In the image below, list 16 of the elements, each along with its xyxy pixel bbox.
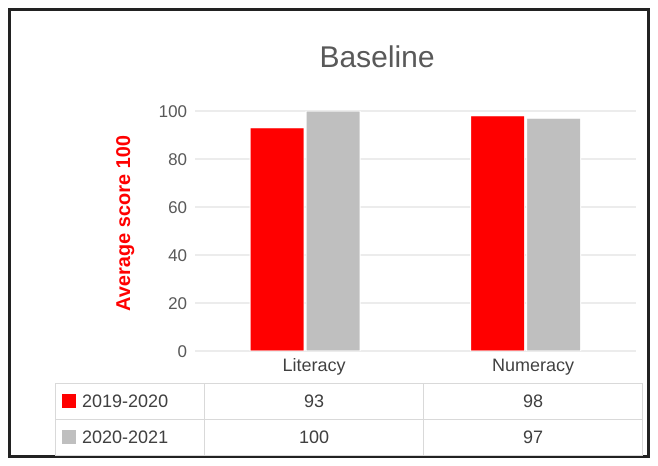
- x-tick-label: Literacy: [281, 354, 347, 377]
- y-tick-label: 80: [168, 150, 187, 170]
- data-label: 97: [424, 420, 642, 456]
- chart-title: Baseline: [318, 41, 436, 75]
- data-label: 93: [204, 384, 424, 420]
- x-tick-label: Numeracy: [490, 354, 576, 377]
- y-tick-label: 20: [168, 294, 187, 314]
- data-label: 98: [424, 384, 642, 420]
- y-axis-title: Average score 100: [113, 134, 136, 311]
- y-tick-label: 0: [178, 342, 187, 362]
- data-label: 100: [204, 420, 424, 456]
- y-tick-label: 60: [168, 198, 187, 218]
- y-tick-label: 100: [158, 102, 187, 122]
- legend-label: 2019-2020: [56, 384, 204, 420]
- y-tick-label: 40: [168, 246, 187, 266]
- legend-label: 2020-2021: [56, 420, 204, 456]
